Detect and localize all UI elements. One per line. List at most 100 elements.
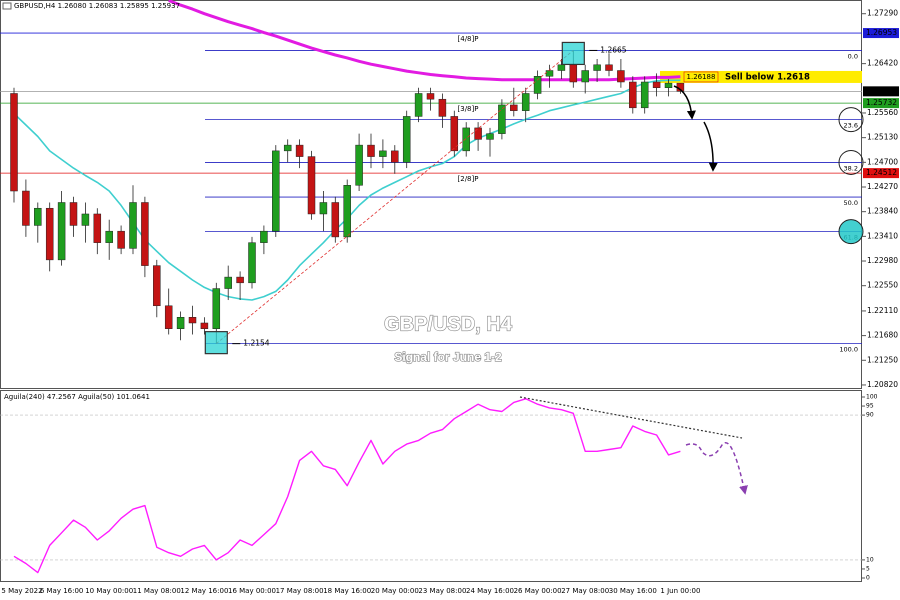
x-tick-label: 5 May 2022	[1, 587, 42, 595]
highlight-circle	[838, 107, 864, 133]
fib-label: 100.0	[839, 346, 858, 354]
level-tag: [4/8]P	[458, 35, 479, 43]
y-tick-label: 1.20820	[867, 380, 898, 389]
candle-body	[426, 93, 435, 100]
candle-body	[117, 230, 125, 249]
y-tick-label: 1.22980	[867, 256, 898, 265]
candle-body	[581, 70, 589, 83]
y-tick-label: 1.24700	[867, 157, 898, 166]
highlight-circle	[838, 219, 864, 245]
candle-body	[164, 305, 173, 329]
candle-body	[521, 93, 530, 111]
x-tick-label: 16 May 00:00	[228, 587, 276, 595]
level-price: 1.24512	[866, 168, 897, 177]
candle-body	[605, 64, 613, 71]
candle-body	[260, 230, 268, 243]
osc-tick-label: 90	[866, 412, 874, 419]
candle-body	[498, 104, 506, 134]
candle-body	[652, 81, 661, 88]
y-tick-label: 1.22110	[867, 306, 898, 315]
candle-body	[224, 276, 232, 289]
candle-body	[93, 213, 102, 243]
x-tick-label: 10 May 00:00	[85, 587, 133, 595]
fib-label: 23.6	[844, 122, 858, 130]
high-label: 1.2665	[600, 45, 626, 54]
y-tick-label: 1.27290	[867, 9, 898, 18]
oscillator-title: Aguila(240) 47.2567 Aguila(50) 101.0641	[4, 393, 150, 401]
candle-body	[510, 104, 518, 111]
x-tick-label: 20 May 00:00	[371, 587, 419, 595]
main-panel	[0, 0, 862, 389]
candle-body	[533, 76, 542, 94]
y-tick-label: 1.24270	[867, 182, 898, 191]
trend-line	[519, 396, 743, 439]
candle-body	[141, 202, 149, 266]
candle-body	[283, 144, 292, 152]
osc-tick-label: 10	[866, 556, 874, 563]
watermark-title: GBP/USD, H4	[384, 313, 513, 335]
candle-body	[307, 156, 316, 215]
y-tick-label: 1.21250	[867, 355, 898, 364]
candle-body	[474, 127, 482, 140]
x-tick-label: 12 May 16:00	[180, 587, 228, 595]
y-tick-label: 1.21680	[867, 331, 898, 340]
candle-body	[617, 70, 625, 83]
sell-text: Sell below 1.2618	[725, 72, 810, 82]
x-tick-label: 1 Jun 00:00	[660, 587, 700, 595]
candle-body	[331, 202, 340, 238]
candle-body	[545, 70, 554, 77]
y-tick-label: 1.25130	[867, 133, 898, 142]
osc-tick-label: 0	[866, 575, 870, 582]
candle-body	[450, 116, 459, 152]
candle-body	[462, 127, 470, 152]
osc-tick-label: 5	[866, 565, 870, 572]
moving-average	[168, 0, 681, 82]
price-label: 1.26188	[687, 73, 716, 81]
candle-body	[212, 288, 221, 329]
candle-body	[81, 213, 90, 226]
candle-body	[45, 207, 54, 261]
arrow	[673, 85, 696, 120]
candle-body	[391, 150, 399, 163]
level-tag: [2/8]P	[458, 175, 479, 183]
candle-body	[343, 185, 351, 238]
trend-dash	[216, 50, 574, 344]
candle-body	[200, 322, 209, 329]
watermark-subtitle: Signal for June 1-2	[394, 350, 502, 364]
candle-body	[319, 202, 328, 215]
candle-body	[402, 116, 411, 163]
candle-body	[188, 317, 197, 324]
level-price-box	[863, 28, 899, 39]
low-box	[204, 331, 228, 355]
level-price-box	[863, 98, 899, 109]
candle-body	[236, 276, 244, 284]
fib-label: 0.0	[848, 52, 858, 60]
level-price-box	[863, 86, 899, 97]
y-tick-label: 1.26420	[867, 59, 898, 68]
x-tick-label: 23 May 08:00	[418, 587, 466, 595]
candle-body	[486, 133, 494, 140]
level-tag: [3/8]P	[458, 105, 479, 113]
x-tick-label: 6 May 16:00	[40, 587, 84, 595]
candle-body	[629, 81, 637, 109]
candle-body	[640, 81, 649, 109]
y-tick-label: 1.23840	[867, 207, 898, 216]
price-label-box	[683, 71, 719, 83]
candle-body	[295, 144, 304, 157]
y-tick-label: 1.23410	[867, 231, 898, 240]
candle-body	[664, 82, 673, 88]
candle-body	[248, 242, 256, 284]
level-price: 1.25937	[866, 86, 897, 95]
candle-body	[34, 207, 42, 226]
osc-tick-label: 100	[866, 394, 878, 401]
candle-body	[176, 317, 185, 329]
level-price: 1.26953	[866, 28, 897, 37]
candle-body	[272, 150, 280, 232]
osc-tick-label: 95	[866, 403, 874, 410]
candle-body	[153, 265, 161, 307]
candle-body	[10, 93, 18, 192]
level-price: 1.25732	[866, 98, 897, 107]
y-tick-label: 1.22550	[867, 281, 898, 290]
candle-body	[105, 230, 113, 243]
